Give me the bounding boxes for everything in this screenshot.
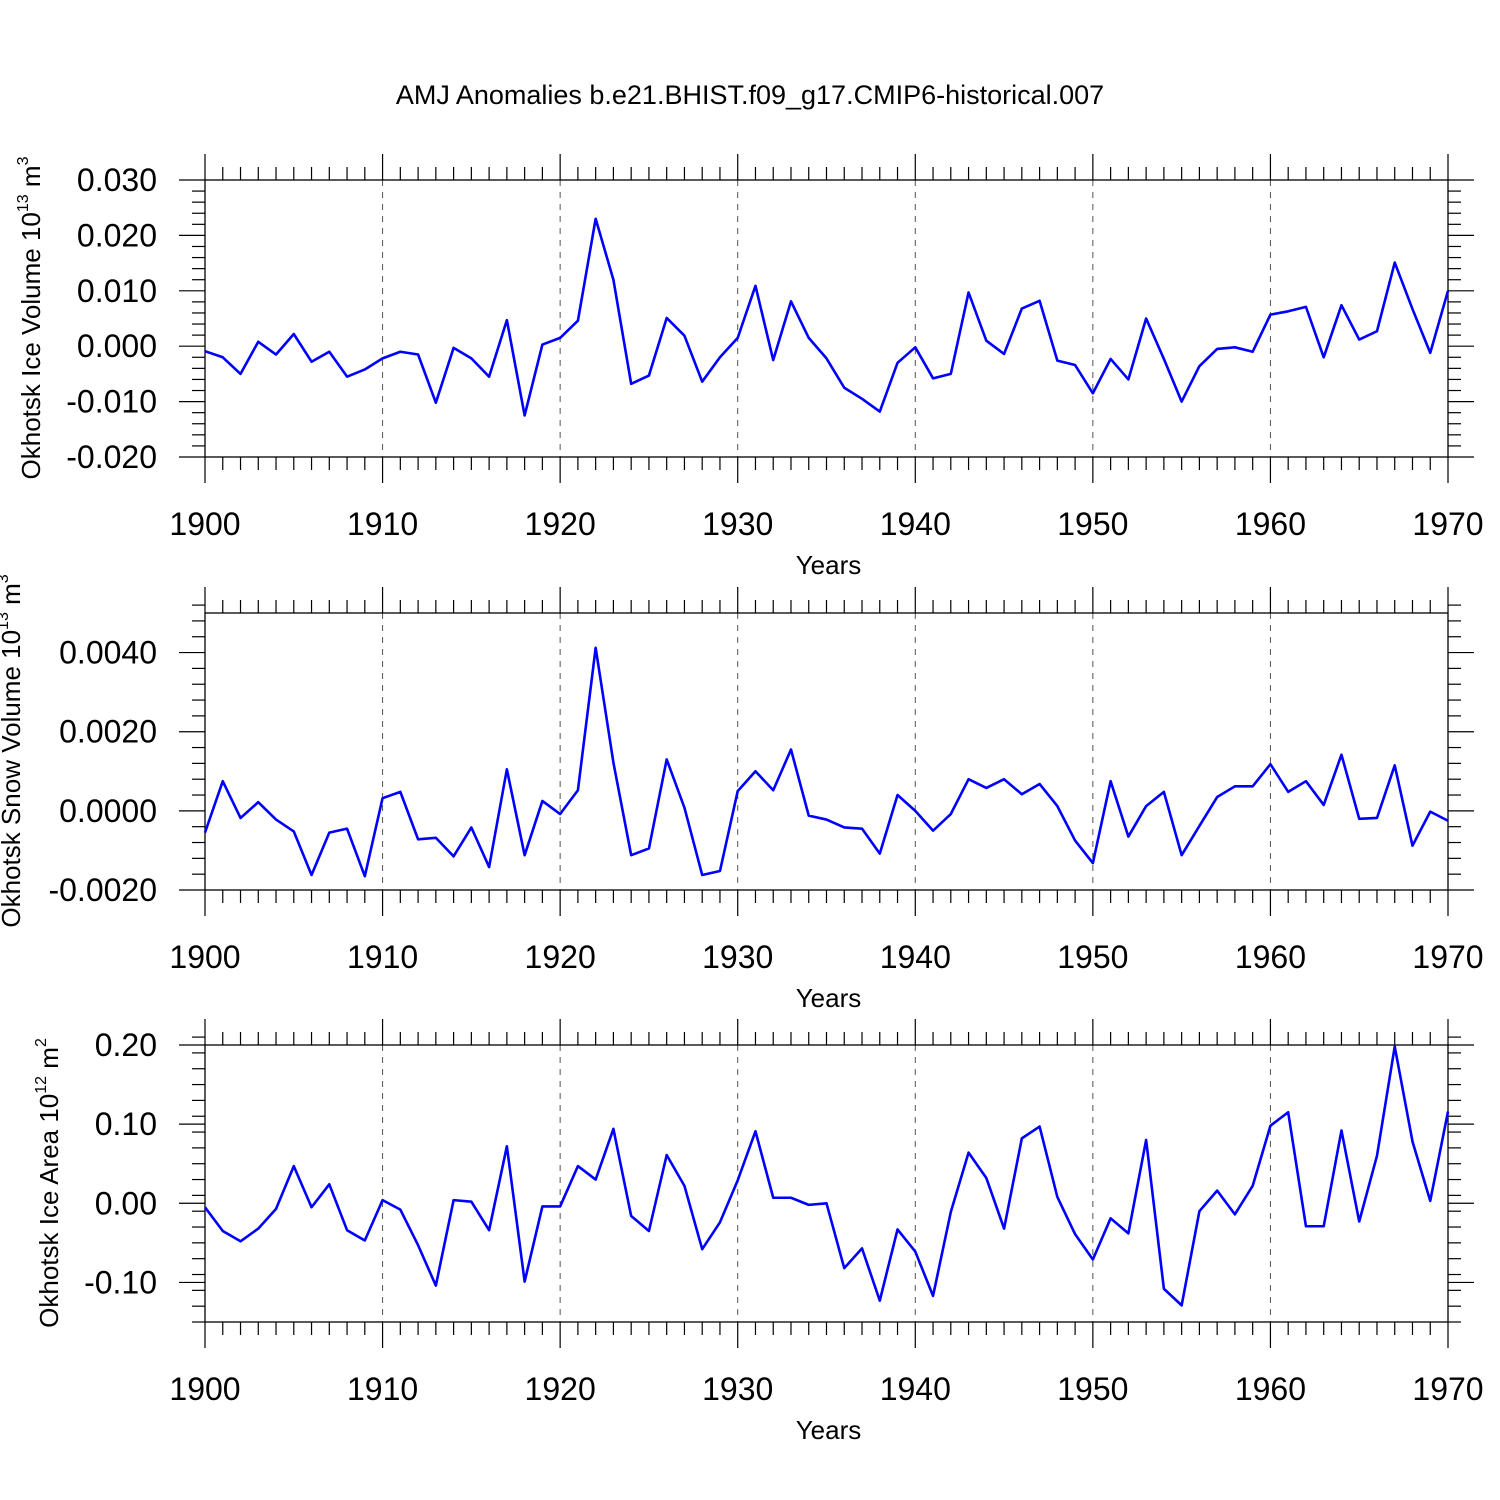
x-axis-title: Years [796, 983, 862, 1013]
x-tick-label: 1950 [1057, 939, 1128, 975]
x-tick-label: 1940 [880, 939, 951, 975]
x-tick-label: 1940 [880, 506, 951, 542]
series-line [204, 217, 1450, 417]
y-axis-title: Okhotsk Ice Volume 1013 m3 [15, 156, 46, 479]
y-tick-label: -0.10 [84, 1264, 157, 1300]
y-tick-label: 0.0000 [59, 793, 157, 829]
x-tick-label: 1950 [1057, 506, 1128, 542]
y-tick-label: 0.0020 [59, 714, 157, 750]
x-tick-label: 1930 [702, 1371, 773, 1407]
x-tick-label: 1930 [702, 506, 773, 542]
y-tick-label: 0.000 [77, 328, 157, 364]
x-tick-label: 1910 [347, 939, 418, 975]
y-tick-label: 0.030 [77, 162, 157, 198]
series-line [203, 646, 1449, 878]
x-tick-label: 1970 [1412, 939, 1483, 975]
chart-title: AMJ Anomalies b.e21.BHIST.f09_g17.CMIP6-… [396, 80, 1104, 110]
x-axis-title: Years [796, 1415, 862, 1445]
y-tick-label: 0.10 [95, 1106, 157, 1142]
y-axis-title: Okhotsk Ice Area 1012 m2 [33, 1038, 64, 1328]
y-tick-label: -0.010 [66, 384, 157, 420]
x-tick-label: 1970 [1412, 506, 1483, 542]
y-tick-label: -0.0020 [48, 872, 157, 908]
plot-frame [204, 612, 1449, 891]
x-tick-label: 1940 [880, 1371, 951, 1407]
x-tick-label: 1960 [1235, 1371, 1306, 1407]
x-tick-label: 1930 [702, 939, 773, 975]
x-tick-label: 1900 [169, 506, 240, 542]
x-tick-label: 1950 [1057, 1371, 1128, 1407]
panel-okhotsk-snow-volume: -0.0020 0.0000 0.0020 0.0040 1900 1910 1920 193… [0, 574, 1484, 1013]
y-tick-label: 0.010 [77, 273, 157, 309]
x-tick-label: 1960 [1235, 939, 1306, 975]
x-tick-label: 1910 [347, 506, 418, 542]
series-line [203, 1045, 1450, 1307]
y-axis-title: Okhotsk Snow Volume 1013 m3 [0, 574, 26, 927]
plot-frame [204, 1044, 1449, 1323]
y-tick-label: -0.020 [66, 439, 157, 475]
y-tick-label: 0.00 [95, 1185, 157, 1221]
y-tick-label: 0.20 [95, 1027, 157, 1063]
x-tick-label: 1920 [525, 939, 596, 975]
panel-okhotsk-ice-volume: -0.020 -0.010 0.000 0.010 0.020 0.030 1900 1910… [15, 154, 1484, 580]
x-tick-label: 1900 [169, 1371, 240, 1407]
x-tick-label: 1920 [525, 1371, 596, 1407]
y-tick-label: 0.0040 [59, 635, 157, 671]
panel-okhotsk-ice-area: -0.10 0.00 0.10 0.20 1900 1910 1920 1930 1940 195… [33, 1019, 1484, 1445]
x-tick-label: 1970 [1412, 1371, 1483, 1407]
x-axis-title: Years [796, 550, 862, 580]
plot-frame [204, 179, 1449, 458]
x-tick-label: 1910 [347, 1371, 418, 1407]
x-tick-label: 1920 [525, 506, 596, 542]
x-tick-label: 1900 [169, 939, 240, 975]
y-tick-label: 0.020 [77, 217, 157, 253]
x-tick-label: 1960 [1235, 506, 1306, 542]
